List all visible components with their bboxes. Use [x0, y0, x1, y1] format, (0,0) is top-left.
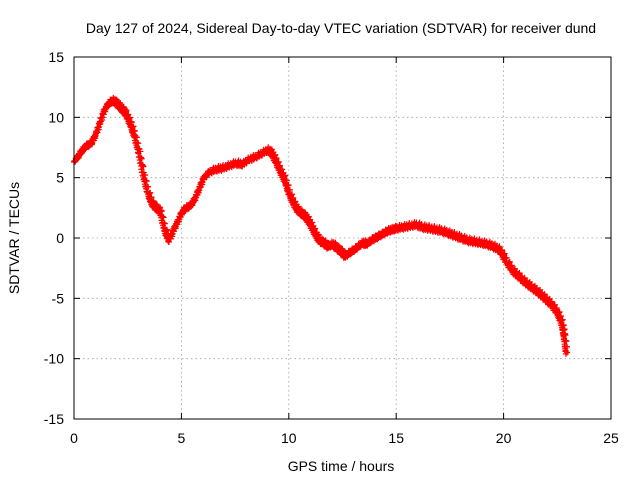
data-series — [71, 94, 571, 357]
data-point — [501, 250, 508, 257]
y-tick-label: -5 — [52, 290, 65, 306]
data-point — [563, 338, 570, 345]
x-tick-label: 10 — [281, 430, 297, 446]
data-point — [563, 343, 570, 350]
data-point — [283, 177, 290, 184]
data-point — [158, 207, 165, 214]
data-point — [145, 183, 152, 190]
plot-frame — [73, 56, 612, 420]
y-tick-label: -10 — [44, 351, 64, 367]
data-point — [506, 258, 513, 265]
data-point — [123, 107, 130, 114]
data-point — [285, 182, 292, 189]
tick-labels: 0 5 10 15 20 25 -15 -10 -5 0 5 10 15 — [44, 49, 619, 446]
y-tick-label: 0 — [56, 230, 64, 246]
data-point — [161, 220, 168, 227]
data-point — [143, 178, 150, 185]
y-tick-label: 10 — [48, 109, 64, 125]
data-point — [160, 214, 167, 221]
data-point — [551, 301, 558, 308]
data-point — [140, 163, 147, 170]
data-point — [562, 350, 569, 357]
data-point — [133, 134, 140, 141]
x-tick-label: 25 — [603, 430, 619, 446]
data-point — [138, 155, 145, 162]
data-point — [559, 316, 566, 323]
x-tick-label: 0 — [70, 430, 78, 446]
data-point — [137, 148, 144, 155]
data-point — [135, 140, 142, 147]
axis-ticks — [73, 56, 612, 420]
x-axis-label: GPS time / hours — [288, 458, 395, 474]
data-point — [286, 186, 293, 193]
grid — [74, 57, 611, 419]
data-point — [521, 274, 528, 281]
chart-title: Day 127 of 2024, Sidereal Day-to-day VTE… — [86, 20, 596, 36]
x-tick-label: 5 — [178, 430, 186, 446]
data-point — [541, 291, 548, 298]
data-point — [562, 332, 569, 339]
y-tick-label: -15 — [44, 411, 64, 427]
x-tick-label: 15 — [388, 430, 404, 446]
series-sdtvar — [71, 94, 571, 357]
y-axis-label: SDTVAR / TECUs — [6, 182, 22, 294]
x-tick-label: 20 — [496, 430, 512, 446]
data-point — [499, 246, 506, 253]
y-tick-label: 15 — [48, 49, 64, 65]
y-tick-label: 5 — [56, 170, 64, 186]
data-point — [142, 172, 149, 179]
